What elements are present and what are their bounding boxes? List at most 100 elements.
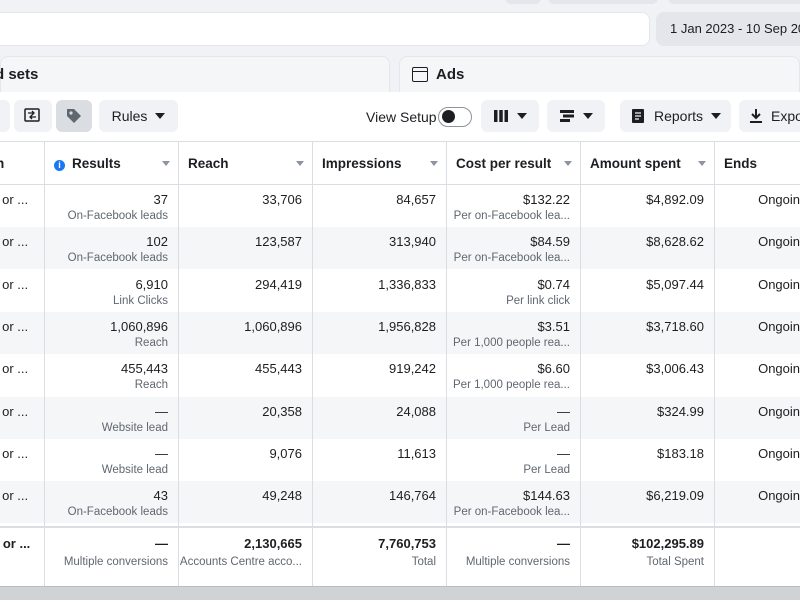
breakdown-dropdown[interactable]	[547, 100, 605, 132]
tag-button[interactable]	[56, 100, 92, 132]
name-cell[interactable]: k or ...	[0, 397, 44, 439]
results-value: 6,910	[135, 276, 168, 292]
download-icon	[750, 109, 762, 123]
info-icon[interactable]: i	[54, 160, 65, 171]
column-header-impressions[interactable]: Impressions	[312, 142, 446, 185]
ab-test-button[interactable]	[14, 100, 52, 132]
sort-icon[interactable]	[564, 161, 572, 166]
ends-cell: Ongoin	[714, 270, 800, 312]
ends-value: Ongoin	[758, 234, 800, 250]
name-cell[interactable]: k or ...	[0, 312, 44, 354]
cost-value: —	[557, 445, 570, 461]
cost-cell: $6.60 Per 1,000 people rea...	[446, 354, 580, 396]
column-header-name[interactable]: n	[0, 142, 44, 185]
totals-results-value: —	[155, 536, 168, 551]
column-header-cost-per-result[interactable]: Cost per result	[446, 142, 580, 185]
cost-subtext: Per link click	[506, 294, 570, 307]
horizontal-scrollbar[interactable]	[0, 586, 800, 600]
column-divider[interactable]	[714, 142, 715, 586]
totals-impressions-value: 7,760,753	[378, 536, 436, 551]
results-cell: 455,443 Reach	[44, 354, 178, 396]
name-cell[interactable]: k or ...	[0, 270, 44, 312]
totals-cost-cell: — Multiple conversions	[446, 528, 580, 570]
totals-name-cell: k or ...	[0, 528, 44, 570]
date-range-picker[interactable]: 1 Jan 2023 - 10 Sep 20	[656, 12, 800, 46]
impressions-value: 24,088	[396, 403, 436, 419]
results-subtext: Website lead	[101, 421, 168, 434]
column-divider[interactable]	[312, 142, 313, 586]
cost-value: $84.59	[530, 234, 570, 250]
table-row[interactable]: k or ... 6,910 Link Clicks 294,419 1,336,833…	[0, 270, 800, 312]
sort-icon[interactable]	[162, 161, 170, 166]
top-control-stub[interactable]	[505, 0, 541, 4]
columns-dropdown[interactable]	[481, 100, 539, 132]
ad-window-icon	[412, 67, 428, 82]
column-header-results[interactable]: i Results	[44, 142, 178, 185]
impressions-value: 1,956,828	[378, 318, 436, 334]
results-value: 455,443	[121, 361, 168, 377]
chevron-down-icon	[155, 113, 166, 119]
table-row[interactable]: k or ... — Website lead 20,358 24,088 — Per Le…	[0, 396, 800, 439]
cost-cell: — Per Lead	[446, 397, 580, 439]
reach-value: 294,419	[255, 276, 302, 292]
cost-subtext: Per 1,000 people rea...	[453, 379, 570, 392]
results-subtext: Reach	[134, 336, 168, 349]
totals-name: k or ...	[0, 536, 31, 551]
results-cell: 6,910 Link Clicks	[44, 270, 178, 312]
name-cell[interactable]: k or ...	[0, 185, 44, 227]
table-row[interactable]: k or ... 455,443 Reach 455,443 919,242 $6.60 P…	[0, 354, 800, 396]
results-table: n i Results Reach Impressions Cost per re…	[0, 142, 800, 586]
totals-reach-cell: 2,130,665 Accounts Centre acco...	[178, 528, 312, 570]
results-value: —	[155, 445, 168, 461]
export-button[interactable]: Expo	[739, 100, 800, 132]
column-divider[interactable]	[580, 142, 581, 586]
column-header-label: Impressions	[322, 156, 402, 171]
column-header-ends[interactable]: Ends	[714, 142, 800, 185]
name-value: k or ...	[0, 403, 29, 419]
impressions-cell: 1,956,828	[312, 312, 446, 354]
column-divider[interactable]	[44, 142, 45, 586]
ends-value: Ongoin	[758, 192, 800, 207]
table-row[interactable]: k or ... 102 On-Facebook leads 123,587 313,9…	[0, 227, 800, 270]
top-control-stub[interactable]	[548, 0, 658, 4]
sort-icon[interactable]	[430, 161, 438, 166]
view-setup-toggle[interactable]	[438, 107, 472, 127]
column-header-amount-spent[interactable]: Amount spent	[580, 142, 714, 185]
tab-ad-sets[interactable]: d sets	[0, 56, 390, 92]
cost-cell: $3.51 Per 1,000 people rea...	[446, 312, 580, 354]
reports-dropdown[interactable]: Reports	[620, 100, 731, 132]
column-divider[interactable]	[446, 142, 447, 586]
name-value: k or ...	[0, 445, 29, 461]
cost-subtext: Per on-Facebook lea...	[453, 252, 570, 265]
cost-subtext: Per on-Facebook lea...	[453, 210, 570, 222]
table-toolbar: Rules Reports Expo	[0, 92, 800, 142]
results-subtext: On-Facebook leads	[67, 252, 168, 265]
rules-dropdown[interactable]: Rules	[99, 100, 178, 132]
column-header-reach[interactable]: Reach	[178, 142, 312, 185]
impressions-value: 11,613	[397, 445, 436, 461]
search-filter-bar[interactable]	[0, 12, 650, 46]
impressions-value: 146,764	[389, 488, 436, 504]
spent-value: $6,219.09	[646, 488, 704, 504]
table-row[interactable]: k or ... 43 On-Facebook leads 49,248 146,764…	[0, 481, 800, 524]
results-value: 102	[146, 234, 168, 250]
totals-impressions-sub: Total	[411, 556, 436, 568]
column-divider[interactable]	[178, 142, 179, 586]
tab-ads[interactable]: Ads	[399, 56, 800, 92]
table-row[interactable]: k or ... 1,060,896 Reach 1,060,896 1,956,828…	[0, 311, 800, 354]
name-cell[interactable]: k or ...	[0, 227, 44, 269]
table-row[interactable]: k or ... 37 On-Facebook leads 33,706 84,657 $…	[0, 185, 800, 227]
totals-spent-cell: $102,295.89 Total Spent	[580, 528, 714, 570]
top-control-stub[interactable]	[668, 0, 800, 4]
name-cell[interactable]: k or ...	[0, 481, 44, 523]
edit-button-partial[interactable]	[0, 100, 10, 132]
sort-icon[interactable]	[698, 161, 706, 166]
sort-icon[interactable]	[296, 161, 304, 166]
reach-value: 33,706	[262, 192, 302, 207]
spent-cell: $324.99	[580, 397, 714, 439]
spent-value: $4,892.09	[646, 192, 704, 207]
reach-value: 20,358	[262, 403, 302, 419]
name-cell[interactable]: k or ...	[0, 439, 44, 481]
table-row[interactable]: k or ... — Website lead 9,076 11,613 — Per Lea…	[0, 439, 800, 481]
name-cell[interactable]: k or ...	[0, 354, 44, 396]
